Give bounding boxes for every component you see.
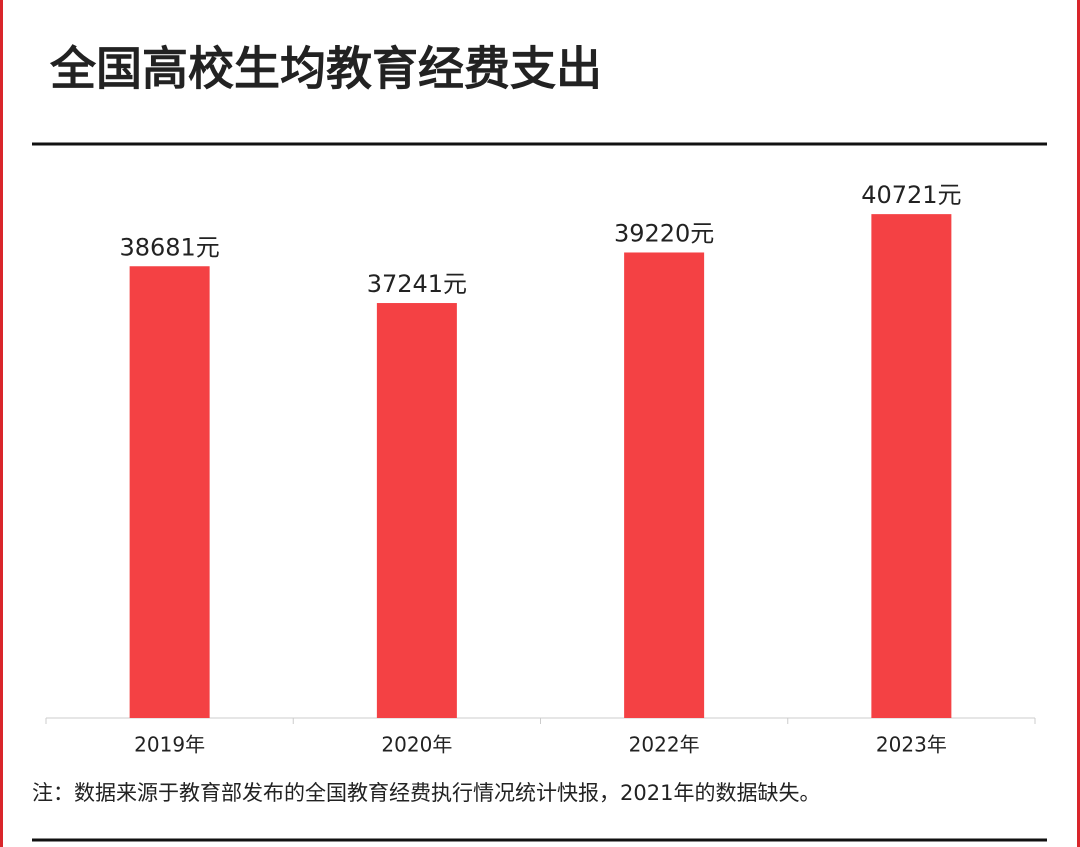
value-label: 39220元 (614, 219, 714, 247)
x-tick-label: 2022年 (629, 733, 700, 757)
x-tick-label: 2020年 (381, 733, 452, 757)
value-label: 38681元 (119, 233, 219, 261)
chart-title: 全国高校生均教育经费支出 (49, 42, 602, 96)
value-label: 37241元 (367, 270, 467, 298)
bar (624, 252, 705, 718)
bar (129, 266, 210, 718)
value-label: 40721元 (861, 181, 961, 209)
bar (871, 214, 952, 718)
left-border (0, 0, 3, 847)
right-border (1077, 0, 1080, 847)
bar (376, 303, 457, 718)
x-tick-label: 2023年 (876, 733, 947, 757)
footnote: 注：数据来源于教育部发布的全国教育经费执行情况统计快报，2021年的数据缺失。 (32, 781, 820, 805)
x-tick-label: 2019年 (134, 733, 205, 757)
